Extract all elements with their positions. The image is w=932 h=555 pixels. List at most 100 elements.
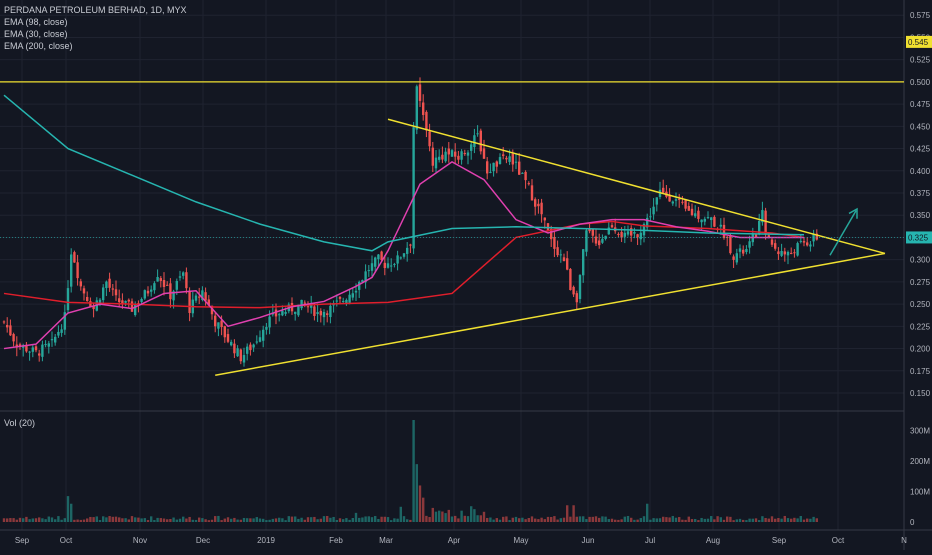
- candle-body: [217, 322, 220, 329]
- candle-body: [662, 187, 665, 193]
- volume-bar: [511, 517, 514, 522]
- candle-body: [246, 346, 249, 354]
- x-tick-label: Sep: [15, 536, 30, 545]
- candle-body: [546, 223, 550, 231]
- volume-bar: [242, 517, 246, 522]
- volume-bar: [591, 516, 594, 522]
- candle-body: [188, 290, 191, 313]
- volume-bar: [6, 518, 9, 522]
- candle-body: [431, 147, 434, 166]
- candle-body: [118, 298, 121, 303]
- candle-body: [585, 230, 588, 252]
- candle-body: [105, 281, 108, 289]
- volume-legend[interactable]: Vol (20): [4, 418, 36, 428]
- volume-bar: [793, 517, 796, 522]
- volume-bar: [249, 518, 252, 522]
- candle-body: [31, 347, 34, 352]
- volume-bar: [492, 519, 495, 522]
- candle-body: [92, 305, 95, 310]
- volume-bar: [105, 517, 108, 522]
- volume-bar: [735, 519, 738, 522]
- y-tick-label: 0.425: [910, 145, 931, 154]
- candle-body: [121, 300, 124, 305]
- ema200-line[interactable]: [3, 94, 805, 252]
- volume-bar: [809, 518, 812, 522]
- volume-bar: [95, 516, 98, 522]
- volume-bar: [713, 519, 716, 522]
- volume-bar: [767, 518, 770, 522]
- candle-body: [655, 197, 658, 205]
- volume-bar: [175, 519, 178, 522]
- candle-body: [639, 232, 642, 240]
- candle-body: [572, 286, 575, 295]
- candle-body: [537, 203, 540, 207]
- x-tick-label: 2019: [257, 536, 275, 545]
- candle-body: [175, 281, 178, 290]
- candle-body: [73, 252, 76, 263]
- volume-bar: [463, 515, 466, 522]
- candle-body: [486, 161, 489, 174]
- symbol-title[interactable]: PERDANA PETROLEUM BERHAD, 1D, MYX: [4, 5, 187, 15]
- candle-body: [694, 213, 697, 217]
- volume-bar: [658, 518, 662, 522]
- volume-bar: [748, 518, 751, 522]
- candle-body: [242, 355, 246, 363]
- candle-body: [223, 326, 226, 338]
- candle-body: [169, 283, 172, 300]
- candle-body: [44, 344, 47, 346]
- volume-bar: [774, 518, 777, 522]
- volume-bar: [98, 520, 102, 522]
- candle-body: [735, 253, 738, 263]
- lower-trendline[interactable]: [215, 252, 886, 376]
- breakout-arrow[interactable]: [829, 210, 857, 256]
- candle-body: [63, 312, 66, 330]
- candle-body: [518, 161, 521, 175]
- candle-body: [76, 262, 79, 279]
- candle-body: [700, 219, 703, 223]
- volume-bar: [41, 518, 44, 522]
- candle-body: [726, 236, 729, 238]
- candle-body: [185, 272, 188, 289]
- volume-bar: [655, 518, 658, 522]
- volume-bar: [223, 518, 226, 522]
- candle-body: [556, 247, 559, 256]
- candle-body: [582, 249, 585, 276]
- volume-bar: [361, 517, 364, 522]
- legend-ema30[interactable]: EMA (30, close): [4, 29, 68, 39]
- price-badge-upper: 0.545: [908, 38, 929, 47]
- candle-body: [793, 252, 796, 254]
- x-tick-label: Mar: [379, 536, 393, 545]
- breakout-arrow-head[interactable]: [848, 207, 858, 219]
- volume-bar: [729, 516, 732, 522]
- volume-bar: [374, 516, 377, 522]
- upper-trendline[interactable]: [387, 118, 886, 255]
- volume-bar: [559, 518, 562, 522]
- price-badge-last-bg: [906, 231, 932, 244]
- volume-bar: [377, 518, 380, 522]
- candle-body: [281, 310, 284, 316]
- candle-body: [150, 289, 153, 292]
- volume-bar: [764, 518, 767, 522]
- candle-body: [114, 289, 118, 296]
- legend-ema200[interactable]: EMA (200, close): [4, 41, 73, 51]
- volume-bar: [364, 516, 367, 522]
- volume-bar: [642, 516, 646, 522]
- legend-ema98[interactable]: EMA (98, close): [4, 17, 68, 27]
- volume-bar: [540, 517, 543, 522]
- ema30-line[interactable]: [3, 161, 804, 350]
- volume-bar: [745, 520, 748, 522]
- volume-bar: [646, 503, 649, 522]
- candle-body: [399, 257, 402, 259]
- candle-body: [444, 151, 447, 162]
- candle-body: [428, 131, 431, 147]
- volume-bar: [127, 519, 130, 522]
- candle-body: [729, 235, 732, 254]
- y-tick-label: 0.200: [910, 345, 931, 354]
- candle-body: [249, 344, 252, 351]
- candle-body: [502, 154, 505, 156]
- candle-body: [780, 251, 783, 256]
- volume-bar: [82, 519, 86, 522]
- volume-bar: [726, 516, 729, 522]
